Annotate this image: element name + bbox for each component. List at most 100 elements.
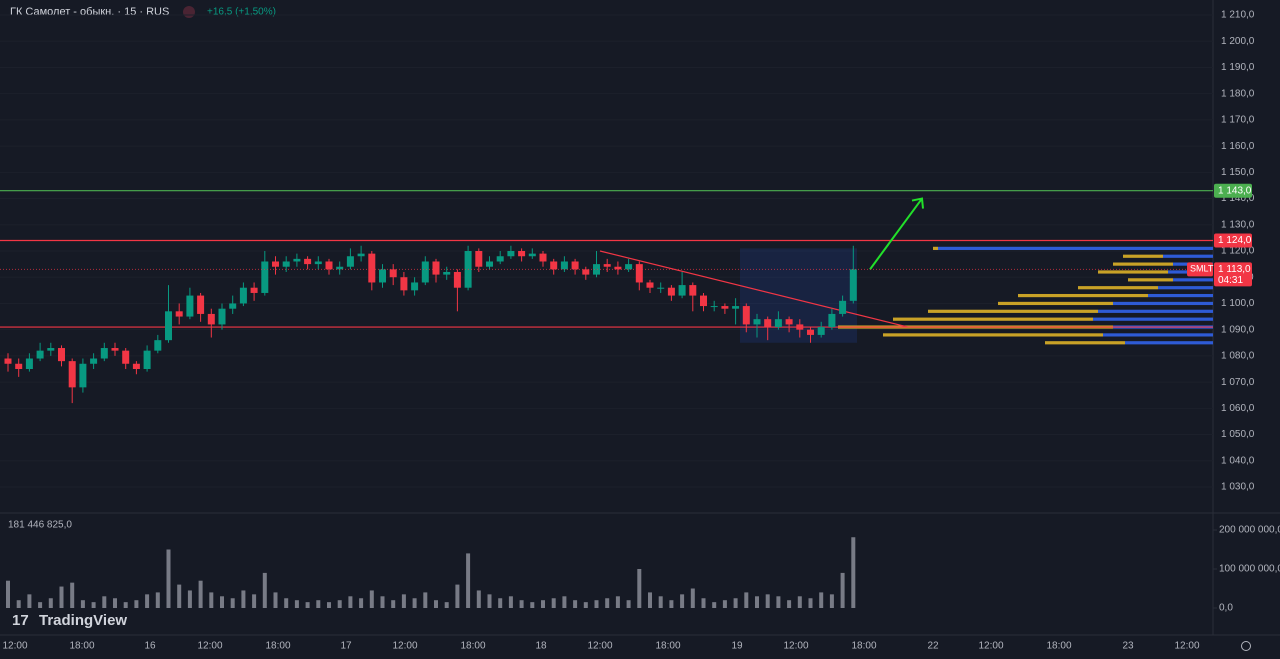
volume-bar xyxy=(80,600,85,608)
profile-bar-a xyxy=(1098,270,1168,274)
candle-body xyxy=(304,258,312,265)
candle-body xyxy=(839,300,847,314)
candle-body xyxy=(603,264,611,267)
arrow-head xyxy=(911,197,924,209)
x-tick-label: 17 xyxy=(340,641,352,652)
profile-bar-a xyxy=(1018,293,1148,298)
volume-bar xyxy=(519,600,524,608)
profile-bar-b xyxy=(1148,293,1213,298)
timer-label: 04:31 xyxy=(1218,275,1243,286)
y2-tick-label: 200 000 000,0 xyxy=(1219,525,1280,536)
candle-body xyxy=(817,327,825,335)
y-tick-label: 1 080,0 xyxy=(1221,351,1255,362)
volume-bar xyxy=(123,602,128,608)
y-tick-label: 1 030,0 xyxy=(1221,482,1255,493)
y-tick-label: 1 140,0 xyxy=(1221,193,1255,204)
volume-bar xyxy=(573,600,578,608)
volume-bar xyxy=(594,600,599,608)
candle-body xyxy=(154,340,162,351)
candle-body xyxy=(732,306,740,309)
candle-body xyxy=(475,251,483,267)
y-tick-label: 1 090,0 xyxy=(1221,324,1255,335)
volume-bar xyxy=(187,590,192,608)
candle-body xyxy=(389,269,397,278)
profile-bar-b xyxy=(1103,333,1213,337)
volume-bar xyxy=(476,590,481,608)
profile-bar-a xyxy=(893,317,1093,321)
volume-bar xyxy=(690,588,695,608)
candle-body xyxy=(411,282,419,291)
candle-body xyxy=(539,253,547,262)
candle-body xyxy=(828,313,836,328)
volume-bar xyxy=(59,586,64,608)
candle-body xyxy=(742,306,750,325)
volume-bar xyxy=(348,596,353,608)
profile-bar-a xyxy=(1045,341,1125,345)
exchange-icon xyxy=(183,6,195,18)
candle-body xyxy=(58,348,65,362)
settings-icon[interactable] xyxy=(1241,641,1251,651)
volume-bar xyxy=(819,592,824,608)
volume-bar xyxy=(466,553,471,608)
chart-title[interactable]: ГК Самолет - обыкн. · 15 · RUS xyxy=(10,6,169,18)
volume-bar xyxy=(508,596,513,608)
candle-body xyxy=(507,251,515,257)
volume-bar xyxy=(444,602,449,608)
x-tick-label: 12:00 xyxy=(197,641,222,652)
volume-bar xyxy=(648,592,652,608)
candle-body xyxy=(79,363,87,388)
candle-body xyxy=(593,264,600,275)
candle-body xyxy=(68,361,76,388)
candle-body xyxy=(165,311,172,341)
x-tick-label: 18:00 xyxy=(460,641,485,652)
profile-bar-a xyxy=(1078,286,1158,290)
candle-body xyxy=(15,363,23,369)
level-label-box xyxy=(1214,183,1252,198)
candle-body xyxy=(186,295,194,317)
volume-bar xyxy=(327,602,331,608)
volume-bar xyxy=(637,569,642,608)
volume-bar xyxy=(487,594,492,608)
profile-bar-b xyxy=(1163,254,1213,258)
volume-bar xyxy=(412,598,417,608)
volume-bar xyxy=(70,582,75,608)
volume-bar xyxy=(177,584,182,608)
candle-body xyxy=(293,258,301,262)
y-tick-label: 1 180,0 xyxy=(1221,88,1255,99)
volume-bar xyxy=(829,594,834,608)
volume-bar xyxy=(722,600,727,608)
volume-bar xyxy=(733,598,738,608)
price-change: +16,5 (+1,50%) xyxy=(207,7,276,18)
candle-body xyxy=(282,261,290,267)
candle-body xyxy=(635,264,643,283)
logo[interactable]: 17 TradingView xyxy=(12,612,127,629)
profile-bar-b xyxy=(1113,301,1213,306)
candle-body xyxy=(657,287,665,289)
x-tick-label: 18 xyxy=(535,641,547,652)
profile-bar-b xyxy=(1158,286,1213,290)
volume-bar xyxy=(134,600,139,608)
volume-bar xyxy=(776,596,781,608)
volume-bar xyxy=(658,596,663,608)
volume-bar xyxy=(369,590,374,608)
profile-bar-a xyxy=(928,309,1098,313)
volume-bar xyxy=(765,594,770,608)
level-label: 1 124,0 xyxy=(1218,235,1252,246)
level-label: 1 143,0 xyxy=(1218,185,1252,196)
volume-bar xyxy=(562,596,567,608)
volume-bar xyxy=(220,596,224,608)
volume-bar xyxy=(305,602,310,608)
volume-bar xyxy=(551,598,556,608)
profile-bar-a xyxy=(883,333,1103,337)
candle-body xyxy=(689,285,697,296)
candle-body xyxy=(4,358,12,364)
profile-bar-a xyxy=(933,246,938,250)
volume-bar xyxy=(615,596,620,608)
forecast-arrow xyxy=(869,197,923,270)
profile-bar-b xyxy=(1098,309,1213,313)
candle-body xyxy=(400,277,408,291)
volume-bar xyxy=(102,596,107,608)
volume-bar xyxy=(797,596,802,608)
volume-bar xyxy=(701,598,706,608)
volume-bar xyxy=(48,598,53,608)
